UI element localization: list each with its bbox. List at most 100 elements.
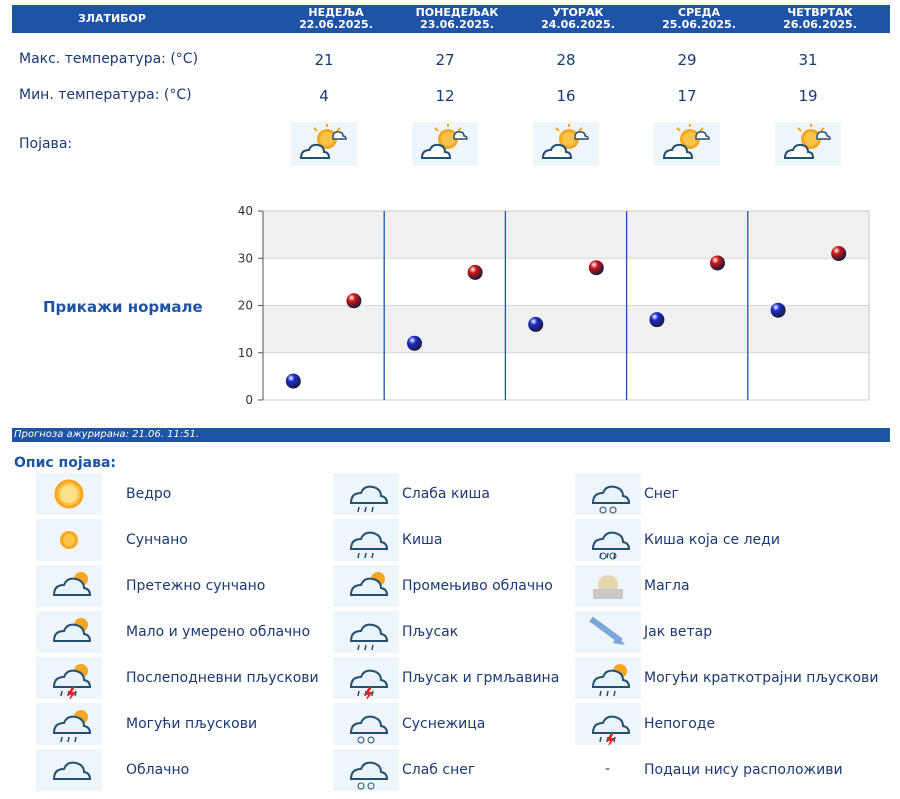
max-temp-value: 31 [798,51,818,69]
y-tick-label: 10 [238,346,253,360]
phenomenon-label: Појава: [19,136,73,152]
max-temp-value: 27 [435,51,455,69]
light-snow-icon [333,749,399,791]
forecast-header: ЗЛАТИБОР НЕДЕЉА 22.06.2025. ПОНЕДЕЉАК 23… [12,5,890,33]
min-temp-value: 17 [677,87,697,105]
min-temp-value: 16 [556,87,576,105]
legend-label: Пљусак [402,624,459,640]
storm-icon [575,703,641,748]
legend-label: Снег [644,486,679,502]
chart-band [263,211,869,259]
afternoon-showers-icon [36,657,102,702]
chart-band [263,305,869,353]
legend-label: Послеподневни пљускови [126,670,319,686]
day-header: ПОНЕДЕЉАК 23.06.2025. [397,7,517,31]
legend-label: Суснежица [402,716,486,732]
mostly-sunny-icon [412,122,478,166]
day-date: 23.06.2025. [420,18,494,31]
max-temp-value: 29 [677,51,697,69]
legend-label: Слаба киша [402,486,490,502]
legend-label: Облачно [126,762,190,778]
day-header: УТОРАК 24.06.2025. [518,7,638,31]
variable-cloudy-icon [333,565,399,607]
day-date: 22.06.2025. [299,18,373,31]
chart-band [263,258,869,306]
location-name: ЗЛАТИБОР [78,12,146,25]
max-temp-value: 28 [556,51,576,69]
legend-label: Јак ветар [644,624,713,640]
min-temp-point [407,335,422,351]
min-temp-value: 19 [798,87,818,105]
clear-sun-icon [36,473,102,515]
legend-label: Претежно сунчано [126,578,266,594]
chart-band [263,352,869,400]
legend-label: Магла [644,578,690,594]
min-temp-point [285,373,301,389]
mostly-sunny-icon [36,565,102,607]
legend-label: Подаци нису расположиви [644,762,843,778]
day-name: ПОНЕДЕЉАК [415,6,499,19]
possible-showers-icon [36,703,102,745]
day-name: УТОРАК [552,6,604,19]
partly-cloudy-icon [36,611,102,653]
dash-icon: - [605,761,611,777]
day-name: СРЕДА [678,6,720,19]
temperature-chart: 0 10 20 30 40 [238,204,870,407]
snow-icon [575,473,641,515]
day-name: НЕДЕЉА [308,6,364,19]
legend-label: Ведро [126,486,172,502]
freezing-rain-icon [575,519,641,561]
max-temp-point [346,293,362,309]
min-temp-point [528,316,544,332]
max-temp-value: 21 [314,51,334,69]
y-tick-label: 40 [238,204,253,218]
min-temp-value: 12 [435,87,455,105]
min-temp-label: Мин. температура: (°C) [19,87,192,103]
max-temp-label: Макс. температура: (°C) [19,51,199,67]
day-date: 26.06.2025. [783,18,857,31]
rain-icon [333,519,399,561]
max-temp-point [467,264,483,280]
min-temp-point [770,302,786,318]
legend-label: Пљусак и грмљавина [402,670,560,686]
legend-label: Киша која се леди [644,532,780,548]
forecast-updated: Прогноза ажурирана: 21.06. 11:51. [12,428,890,442]
possible-brief-showers-icon [575,657,641,699]
legend-label: Промењиво облачно [402,578,553,594]
day-name: ЧЕТВРТАК [787,6,853,19]
legend-title: Опис појава: [14,455,116,471]
y-tick-label: 20 [238,299,253,313]
max-temp-point [588,260,604,276]
day-date: 24.06.2025. [541,18,615,31]
mostly-sunny-icon [775,122,841,166]
cloud-icon [36,749,102,791]
legend-label: Слаб снег [402,762,476,778]
max-temp-point [831,246,847,262]
thunderstorm-shower-icon [333,657,399,702]
legend-label: Мало и умерено облачно [126,624,311,640]
sleet-icon [333,703,399,745]
strong-wind-icon [575,611,641,653]
fog-icon [575,565,641,607]
legend-label: Сунчано [126,532,188,548]
legend-label: Киша [402,532,443,548]
mostly-sunny-icon [654,122,720,166]
day-header: СРЕДА 25.06.2025. [639,7,759,31]
light-rain-icon [333,473,399,515]
show-normals-link[interactable]: Прикажи нормале [43,298,203,316]
max-temp-point [710,255,725,271]
day-date: 25.06.2025. [662,18,736,31]
shower-icon [333,611,399,653]
sun-icon [36,519,102,561]
y-tick-label: 30 [238,251,253,265]
legend-label: Могући пљускови [126,716,258,732]
y-tick-label: 0 [245,393,253,407]
min-temp-point [649,312,665,328]
legend-label: Непогоде [644,716,716,732]
min-temp-value: 4 [319,87,329,105]
day-header: НЕДЕЉА 22.06.2025. [276,7,396,31]
mostly-sunny-icon [533,122,599,166]
mostly-sunny-icon [291,122,357,166]
legend-label: Могући краткотрајни пљускови [644,670,879,686]
day-header: ЧЕТВРТАК 26.06.2025. [760,7,880,31]
